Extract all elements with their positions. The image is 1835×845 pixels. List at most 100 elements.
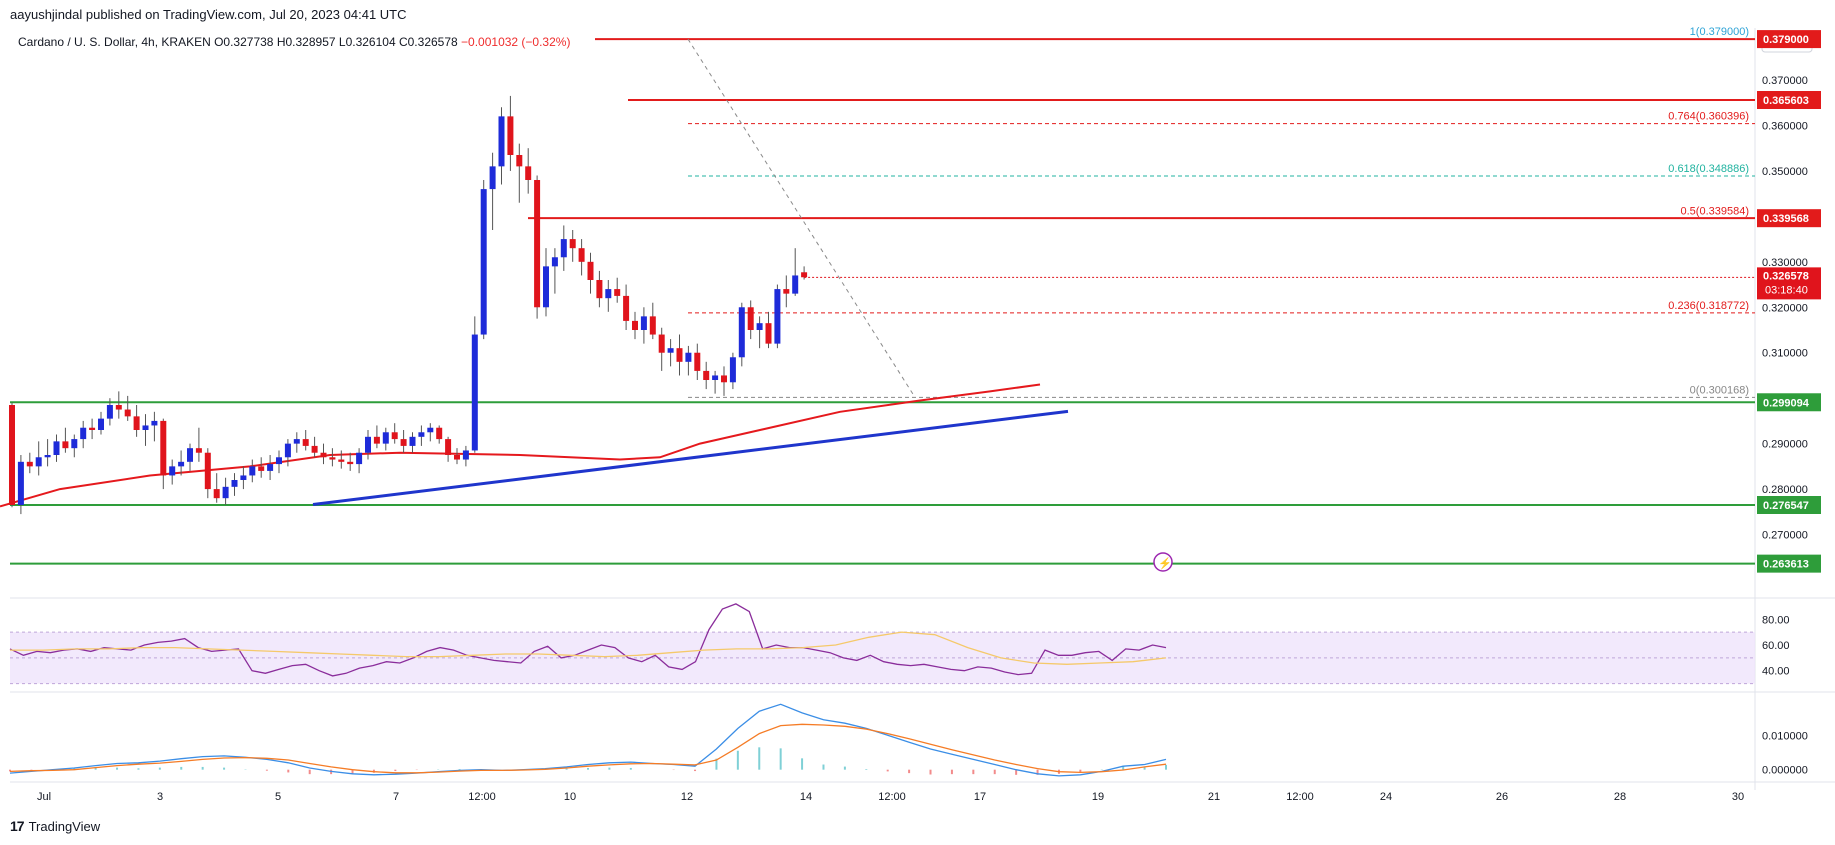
candle-body — [543, 266, 549, 308]
candle-body — [382, 432, 389, 444]
candle-body — [53, 441, 60, 455]
candle — [685, 345, 692, 376]
candle — [373, 425, 380, 449]
candle — [480, 180, 487, 340]
time-tick-label: 12:00 — [1286, 791, 1314, 803]
time-tick-label: 10 — [564, 791, 576, 803]
candle-body — [17, 461, 24, 505]
candle-body — [516, 155, 523, 167]
candle — [783, 275, 790, 308]
candle — [329, 448, 336, 467]
candle-body — [658, 334, 665, 353]
candle-body — [729, 357, 736, 383]
candle-body — [124, 409, 131, 417]
resistance-level-label: 0.365603 — [1763, 95, 1809, 107]
candle — [284, 439, 291, 467]
candle-body — [311, 445, 318, 453]
candle-body — [498, 116, 505, 167]
ohlc-open: O0.327738 — [214, 35, 274, 49]
candle-body — [640, 316, 647, 330]
candle — [614, 277, 621, 303]
resistance-level-tag — [1757, 30, 1821, 49]
candle — [712, 370, 719, 394]
price-tick-label: 0.330000 — [1762, 257, 1808, 269]
candle-body — [240, 475, 247, 480]
ohlc-low: L0.326104 — [338, 35, 396, 49]
candle-body — [801, 272, 808, 278]
resistance-level-label: 0.379000 — [1763, 34, 1809, 46]
resistance-level-label: 0.339568 — [1763, 213, 1809, 225]
time-tick-label: 30 — [1732, 791, 1744, 803]
ohlc-change: −0.001032 (−0.32%) — [461, 35, 571, 49]
fib-trend-diagonal — [687, 38, 916, 398]
last-price-label: 0.326578 — [1763, 270, 1809, 282]
candle — [560, 225, 567, 271]
macd-line — [9, 703, 1167, 777]
time-tick-label: 28 — [1614, 791, 1626, 803]
candle-body — [471, 334, 478, 451]
candle — [71, 434, 78, 458]
candle — [454, 448, 460, 465]
candle — [445, 436, 452, 462]
candle — [587, 252, 594, 294]
candle — [80, 420, 87, 449]
ohlc-close: C0.326578 — [398, 35, 458, 49]
time-tick-label: 24 — [1380, 791, 1392, 803]
candle-body — [445, 439, 452, 455]
candle-body — [694, 352, 701, 371]
candle — [729, 352, 736, 390]
candle — [623, 284, 630, 330]
support-level-label: 0.299094 — [1763, 397, 1810, 409]
candle — [632, 311, 638, 340]
time-tick-label: 26 — [1496, 791, 1508, 803]
time-tick-label: 17 — [974, 791, 986, 803]
candle — [605, 280, 612, 312]
candle — [738, 302, 745, 367]
price-tick-label: 0.320000 — [1762, 302, 1808, 314]
candle-body — [365, 436, 371, 453]
candle — [17, 455, 24, 515]
candle — [44, 439, 51, 467]
candle-body — [373, 436, 380, 444]
candle-body — [329, 457, 336, 460]
candle-body — [685, 352, 692, 362]
lightning-event-icon-glyph: ⚡ — [1158, 557, 1172, 570]
candle-body — [35, 457, 42, 467]
candle — [649, 302, 656, 340]
candle — [347, 452, 354, 471]
candle — [569, 230, 576, 262]
time-tick-label: 12 — [681, 791, 693, 803]
candle-body — [587, 261, 594, 280]
candle — [338, 450, 345, 469]
candle — [320, 443, 327, 465]
footer-brand: 17 TradingView — [10, 818, 100, 834]
price-tick-label: 0.290000 — [1762, 439, 1808, 451]
candle — [774, 284, 781, 349]
resistance-level-tag — [1757, 209, 1821, 228]
candle — [756, 316, 763, 349]
symbol-title: Cardano / U. S. Dollar, 4h, KRAKEN — [18, 35, 211, 49]
candle-body — [133, 416, 140, 430]
candle — [365, 430, 371, 460]
candle-body — [614, 289, 621, 296]
candle — [267, 455, 274, 480]
support-level-tag — [1757, 393, 1821, 412]
candle — [26, 452, 33, 474]
candle — [249, 459, 256, 483]
candle-body — [89, 427, 96, 430]
candle-body — [213, 489, 220, 499]
candle — [195, 427, 202, 462]
candle-body — [480, 189, 487, 335]
candle — [53, 434, 60, 462]
candle-body — [222, 486, 229, 499]
candle — [471, 316, 478, 453]
candle-body — [293, 439, 300, 444]
candle-body — [187, 448, 193, 462]
symbol-legend: Cardano / U. S. Dollar, 4h, KRAKEN O0.32… — [18, 35, 570, 49]
candle-body — [605, 289, 612, 299]
moving-average-line — [0, 383, 1041, 508]
candle-body — [267, 464, 274, 471]
bar-countdown-label: 03:18:40 — [1765, 284, 1808, 296]
candle-body — [169, 466, 176, 476]
